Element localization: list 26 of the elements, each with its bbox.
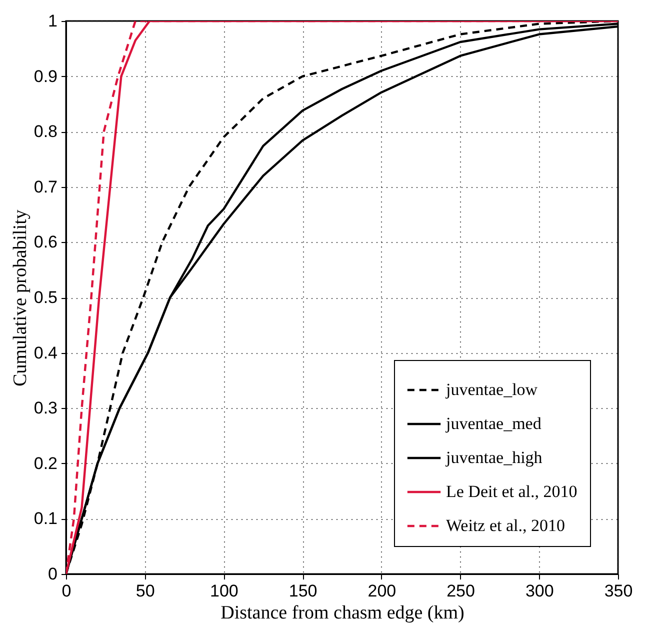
x-tick-label: 150 [288, 582, 318, 600]
legend-label: Weitz et al., 2010 [446, 516, 566, 535]
x-axis-title: Distance from chasm edge (km) [220, 602, 464, 624]
x-tick-label: 350 [604, 582, 633, 600]
y-tick-label: 0.4 [34, 343, 58, 362]
legend-label: Le Deit et al., 2010 [446, 482, 578, 501]
y-tick-label: 0.9 [34, 66, 58, 86]
y-tick-label: 0.7 [34, 177, 58, 196]
y-axis-title: Cumulative probability [10, 209, 31, 386]
x-tick-label: 200 [368, 582, 396, 600]
y-tick-label: 0 [48, 564, 58, 584]
y-tick-label: 0.2 [34, 454, 58, 473]
y-tick-label: 1 [48, 12, 58, 30]
y-tick-label: 0.8 [34, 122, 58, 142]
x-tick-label: 50 [136, 582, 155, 600]
x-tick-label: 300 [525, 582, 554, 600]
x-tick-label: 100 [210, 582, 238, 600]
y-tick-label: 0.3 [34, 398, 58, 418]
legend-label: juventae_med [445, 414, 542, 433]
legend-label: juventae_high [445, 448, 543, 467]
y-tick-label: 0.5 [34, 288, 58, 307]
x-tick-label: 250 [446, 582, 475, 600]
y-tick-label: 0.1 [34, 509, 58, 528]
x-tick-label: 0 [62, 582, 72, 600]
legend-label: juventae_low [445, 380, 538, 399]
y-tick-label: 0.6 [34, 232, 58, 252]
